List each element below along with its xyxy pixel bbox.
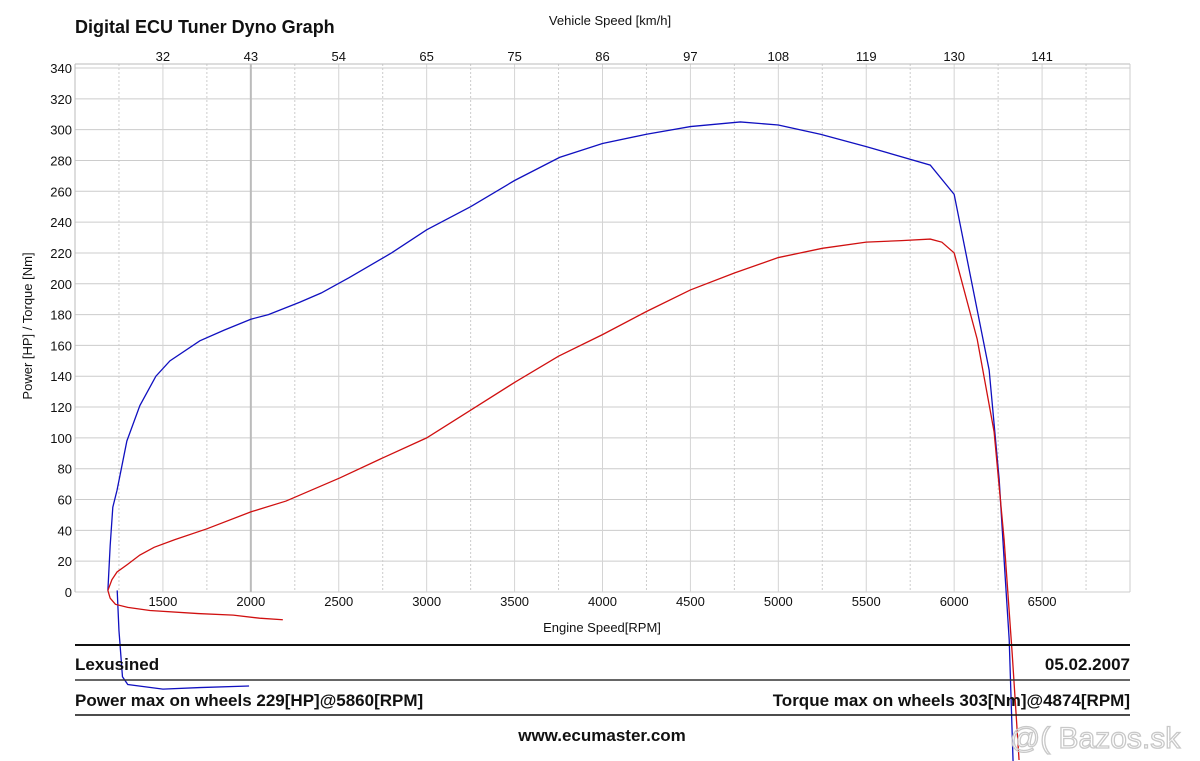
x-tick-label: 2000 (236, 594, 265, 609)
top-x-tick-label: 65 (419, 49, 433, 64)
x-tick-label: 4500 (676, 594, 705, 609)
top-x-axis-label: Vehicle Speed [km/h] (549, 13, 671, 28)
watermark: @( Bazos.sk (1010, 722, 1181, 755)
y-tick-label: 100 (50, 431, 72, 446)
y-tick-label: 280 (50, 153, 72, 168)
y-tick-label: 200 (50, 277, 72, 292)
vehicle-name: Lexusined (75, 655, 159, 674)
grid (74, 63, 1131, 593)
y-tick-label: 20 (58, 554, 72, 569)
y-tick-label: 300 (50, 123, 72, 138)
top-x-tick-label: 108 (767, 49, 789, 64)
top-x-tick-label: 54 (332, 49, 346, 64)
x-tick-label: 6500 (1028, 594, 1057, 609)
y-tick-label: 140 (50, 369, 72, 384)
y-tick-label: 340 (50, 61, 72, 76)
x-axis-label: Engine Speed[RPM] (543, 620, 661, 635)
top-x-tick-label: 130 (943, 49, 965, 64)
y-tick-label: 160 (50, 338, 72, 353)
top-x-tick-label: 43 (244, 49, 258, 64)
y-tick-label: 320 (50, 92, 72, 107)
top-x-tick-label: 141 (1031, 49, 1053, 64)
x-tick-label: 1500 (148, 594, 177, 609)
y-tick-label: 80 (58, 462, 72, 477)
series-line-torque (107, 121, 1014, 761)
power-max-label: Power max on wheels 229[HP]@5860[RPM] (75, 691, 423, 710)
top-x-tick-label: 97 (683, 49, 697, 64)
y-tick-label: 220 (50, 246, 72, 261)
x-tick-label: 3500 (500, 594, 529, 609)
y-tick-label: 180 (50, 308, 72, 323)
x-tick-label: 3000 (412, 594, 441, 609)
x-tick-label: 6000 (940, 594, 969, 609)
tick-labels: 0 20 40 60 80 100 120 140 160 180 200 220 240 260 280 3… (50, 49, 1056, 609)
x-tick-label: 2500 (324, 594, 353, 609)
y-tick-label: 240 (50, 215, 72, 230)
top-x-tick-label: 86 (595, 49, 609, 64)
series-line-power (107, 590, 283, 621)
top-x-tick-label: 32 (156, 49, 170, 64)
series-line-power (107, 238, 1020, 761)
top-x-tick-label: 119 (856, 49, 877, 64)
x-tick-label: 5500 (852, 594, 881, 609)
torque-max-label: Torque max on wheels 303[Nm]@4874[RPM] (773, 691, 1130, 710)
y-tick-label: 120 (50, 400, 72, 415)
y-axis-label: Power [HP] / Torque [Nm] (20, 252, 35, 399)
x-tick-label: 4000 (588, 594, 617, 609)
y-tick-label: 40 (58, 523, 72, 538)
series-line-torque-tail (116, 590, 250, 690)
series-group (107, 121, 1020, 761)
top-x-tick-label: 75 (507, 49, 521, 64)
y-tick-label: 260 (50, 184, 72, 199)
x-tick-label: 5000 (764, 594, 793, 609)
y-tick-label: 0 (65, 585, 72, 600)
chart-title: Digital ECU Tuner Dyno Graph (75, 17, 335, 37)
y-tick-label: 60 (58, 493, 72, 508)
test-date: 05.02.2007 (1045, 655, 1130, 674)
website-label: www.ecumaster.com (517, 726, 686, 745)
